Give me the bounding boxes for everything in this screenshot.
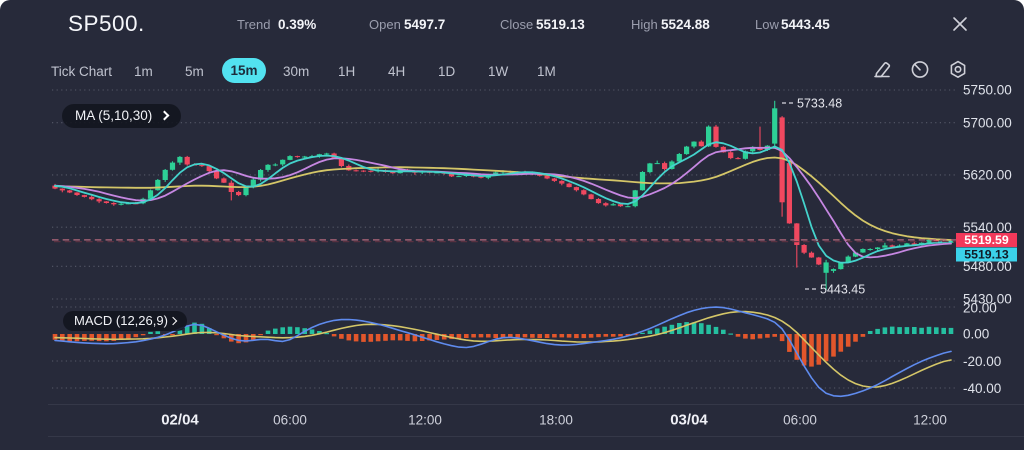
svg-text:5700.00: 5700.00	[963, 115, 1012, 130]
svg-text:06:00: 06:00	[783, 413, 817, 428]
svg-text:06:00: 06:00	[273, 413, 307, 428]
svg-text:5430.00: 5430.00	[963, 292, 1012, 307]
svg-text:5443.45: 5443.45	[820, 283, 865, 297]
svg-text:5519.13: 5519.13	[964, 248, 1009, 262]
svg-text:-40.00: -40.00	[963, 381, 1001, 396]
svg-text:20.00: 20.00	[963, 301, 997, 316]
svg-text:5540.00: 5540.00	[963, 220, 1012, 235]
svg-text:0.00: 0.00	[963, 327, 989, 342]
svg-text:5733.48: 5733.48	[797, 97, 842, 111]
svg-text:02/04: 02/04	[161, 412, 199, 429]
svg-text:5620.00: 5620.00	[963, 168, 1012, 183]
svg-text:5519.59: 5519.59	[964, 233, 1009, 247]
svg-text:03/04: 03/04	[670, 412, 708, 429]
svg-text:18:00: 18:00	[539, 413, 573, 428]
svg-text:5750.00: 5750.00	[963, 83, 1012, 98]
svg-text:12:00: 12:00	[913, 413, 947, 428]
svg-text:12:00: 12:00	[408, 413, 442, 428]
svg-text:-20.00: -20.00	[963, 354, 1001, 369]
svg-text:5480.00: 5480.00	[963, 259, 1012, 274]
